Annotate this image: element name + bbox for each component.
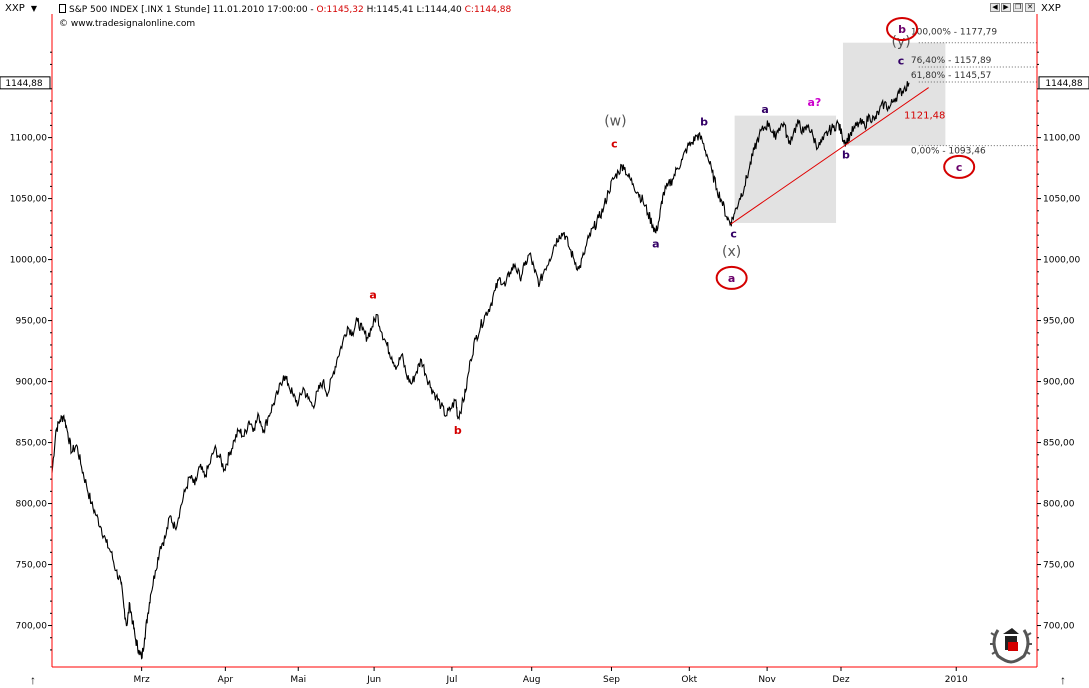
y-tick-label-left: 750,00 bbox=[16, 561, 48, 571]
fib-label: 100,00% - 1177,79 bbox=[911, 28, 998, 38]
trendline-label: 1121,48 bbox=[904, 110, 945, 121]
chevron-down-icon[interactable]: ▼ bbox=[30, 4, 38, 13]
y-tick-label-left: 1000,00 bbox=[10, 256, 47, 266]
y-tick-label-left: 800,00 bbox=[16, 500, 48, 510]
x-tick-label: Jul bbox=[445, 675, 457, 685]
close-value: C:1144,88 bbox=[464, 5, 512, 15]
circled-wave-label: b bbox=[898, 23, 906, 36]
scroll-right-button[interactable]: ▶ bbox=[1001, 3, 1011, 12]
zone-left bbox=[734, 115, 837, 223]
price-series bbox=[51, 81, 910, 660]
y-tick-label-right: 1000,00 bbox=[1043, 256, 1080, 266]
last-price-label-left: 1144,88 bbox=[5, 79, 42, 89]
trendline[interactable]: 1121,48 bbox=[730, 87, 946, 225]
last-price-label-right: 1144,88 bbox=[1045, 79, 1082, 89]
y-tick-label-right: 750,00 bbox=[1043, 561, 1075, 571]
y-tick-label-right: 1100,00 bbox=[1043, 134, 1080, 144]
wave-label: a bbox=[761, 103, 768, 116]
circled-wave-ring bbox=[715, 265, 748, 290]
y-tick-label-right: 850,00 bbox=[1043, 439, 1075, 449]
y-tick-label-right: 950,00 bbox=[1043, 317, 1075, 327]
wave-label: (y) bbox=[891, 34, 910, 50]
laurel-logo-icon bbox=[990, 628, 1032, 664]
zone-right bbox=[842, 42, 946, 146]
legend-box-icon bbox=[59, 4, 66, 13]
fib-label: 61,80% - 1145,57 bbox=[911, 71, 992, 81]
x-tick-label: Apr bbox=[218, 675, 234, 685]
y-tick-label-left: 850,00 bbox=[16, 439, 48, 449]
wave-label: a? bbox=[807, 96, 821, 109]
circled-wave-ring bbox=[886, 17, 919, 42]
y-tick-label-left: 700,00 bbox=[16, 622, 48, 632]
x-tick-label: Mrz bbox=[134, 675, 150, 685]
wave-label: c bbox=[730, 228, 737, 241]
scroll-left-button[interactable]: ◀ bbox=[990, 3, 1000, 12]
x-tick-label: Jun bbox=[366, 675, 381, 685]
y-tick-label-left: 1100,00 bbox=[10, 134, 47, 144]
wave-label: (w) bbox=[604, 113, 626, 129]
symbol-left-label: XXP bbox=[5, 3, 25, 14]
copyright-text: © www.tradesignalonline.com bbox=[59, 19, 196, 29]
x-tick-label: Sep bbox=[603, 675, 620, 685]
y-tick-label-right: 800,00 bbox=[1043, 500, 1075, 510]
trendline-segment[interactable] bbox=[730, 87, 929, 225]
x-tick-label: 2010 bbox=[945, 675, 968, 685]
arrow-up-left-icon: ↑ bbox=[30, 673, 36, 687]
y-tick-label-right: 700,00 bbox=[1043, 622, 1075, 632]
symbol-left[interactable]: XXP ▼ bbox=[5, 3, 37, 14]
fib-label: 0,00% - 1093,46 bbox=[911, 147, 986, 157]
restore-button[interactable]: ❐ bbox=[1013, 3, 1023, 12]
open-value: O:1145,32 bbox=[316, 5, 364, 15]
instrument-label: S&P 500 INDEX [.INX 1 Stunde] 11.01.2010… bbox=[69, 5, 314, 15]
x-tick-label: Okt bbox=[681, 675, 697, 685]
y-tick-label-right: 1050,00 bbox=[1043, 195, 1080, 205]
symbol-right[interactable]: XXP bbox=[1041, 3, 1061, 14]
price-line bbox=[51, 81, 910, 660]
y-tick-label-left: 950,00 bbox=[16, 317, 48, 327]
high-value: H:1145,41 bbox=[366, 5, 414, 15]
low-value: L:1144,40 bbox=[416, 5, 462, 15]
circled-wave-ring bbox=[943, 154, 976, 179]
y-tick-label-left: 1050,00 bbox=[10, 195, 47, 205]
y-tick-label-right: 900,00 bbox=[1043, 378, 1075, 388]
wave-label: b bbox=[454, 424, 462, 437]
last-price-box-right bbox=[1038, 76, 1089, 90]
arrow-up-right-icon: ↑ bbox=[1060, 673, 1066, 687]
close-button[interactable]: ✕ bbox=[1025, 3, 1035, 12]
circled-wave-label: a bbox=[728, 272, 735, 285]
x-tick-label: Mai bbox=[290, 675, 306, 685]
fib-levels: 100,00% - 1177,79 76,40% - 1157,89 61,80% … bbox=[911, 28, 1037, 157]
axes: 700,00 700,00 750,00 750,00 800,00 800,00 850,… bbox=[0, 14, 1089, 685]
y-tick-label-left: 900,00 bbox=[16, 378, 48, 388]
circled-wave-label: c bbox=[956, 161, 963, 174]
x-tick-label: Dez bbox=[832, 675, 849, 685]
legend-line: S&P 500 INDEX [.INX 1 Stunde] 11.01.2010… bbox=[59, 4, 511, 15]
zones-layer bbox=[734, 42, 946, 223]
wave-label: a bbox=[369, 289, 376, 302]
wave-label: c bbox=[898, 54, 905, 67]
last-price-box-left bbox=[0, 76, 51, 90]
x-tick-label: Nov bbox=[758, 675, 776, 685]
wave-label: b bbox=[700, 115, 708, 128]
x-tick-label: Aug bbox=[523, 675, 541, 685]
wave-label: (x) bbox=[722, 244, 741, 260]
wave-label: a bbox=[652, 237, 659, 250]
wave-label: b bbox=[842, 148, 850, 161]
wave-label: c bbox=[611, 137, 618, 150]
fib-label: 76,40% - 1157,89 bbox=[911, 56, 992, 66]
